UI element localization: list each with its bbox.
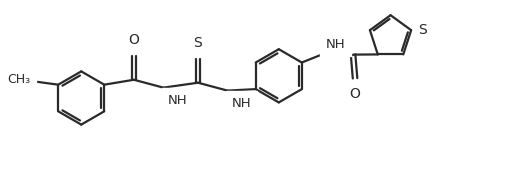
Text: S: S — [194, 36, 203, 50]
Text: O: O — [350, 87, 361, 101]
Text: NH: NH — [232, 97, 251, 110]
Text: NH: NH — [167, 94, 187, 106]
Text: S: S — [418, 23, 427, 37]
Text: CH₃: CH₃ — [7, 73, 31, 86]
Text: O: O — [128, 33, 139, 47]
Text: NH: NH — [325, 38, 345, 51]
